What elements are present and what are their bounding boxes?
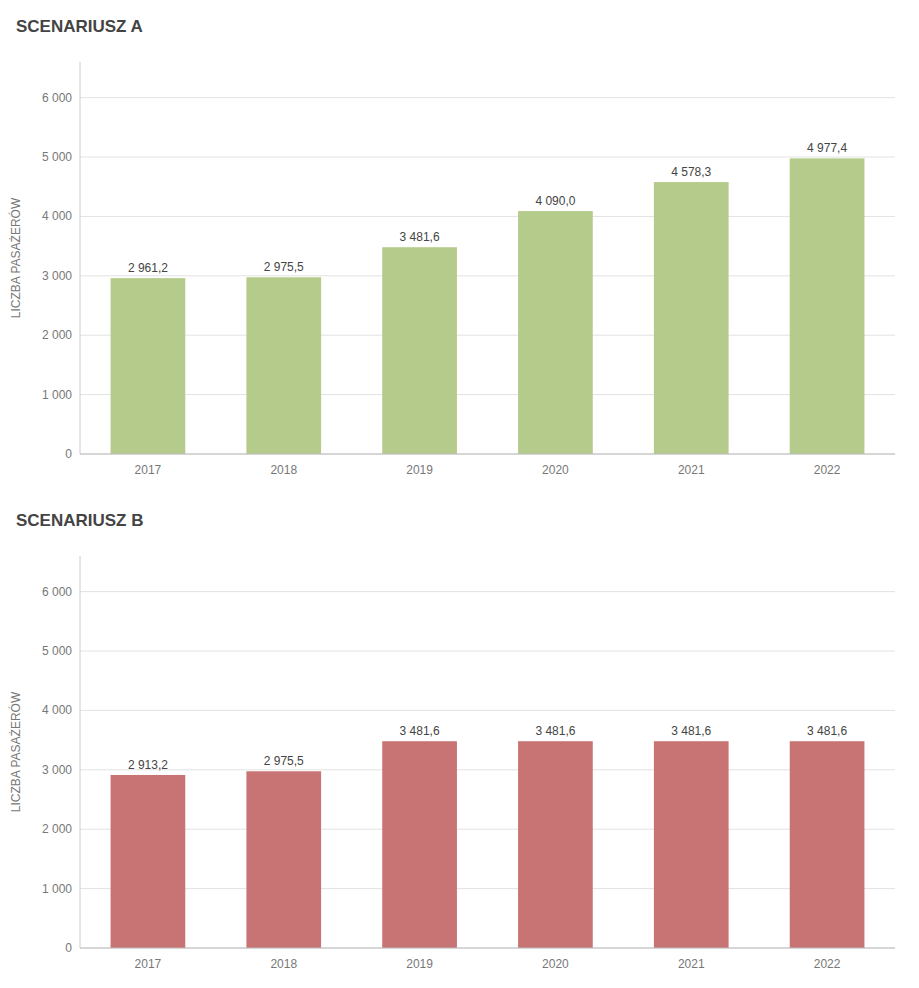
y-axis-label: LICZBA PASAŻERÓW [8,197,23,318]
y-tick-label: 5 000 [42,644,72,658]
grid-line [80,335,895,336]
data-label: 4 977,4 [807,141,847,155]
grid-line [80,888,895,889]
grid-line [80,769,895,770]
bar [790,741,865,948]
bar [382,247,457,454]
x-tick-label: 2020 [542,957,569,971]
y-axis-line [80,62,81,454]
bar [111,278,186,454]
y-tick-label: 2 000 [42,822,72,836]
data-label: 3 481,6 [671,724,711,738]
x-tick-label: 2020 [542,463,569,477]
x-tick-label: 2017 [135,463,162,477]
bar [111,775,186,948]
chart: SCENARIUSZ B 0 1 000 2 000 3 000 4 000 5 000 6 … [8,511,895,971]
bar [246,277,321,454]
data-label: 4 578,3 [671,165,711,179]
y-axis-line [80,556,81,948]
data-label: 3 481,6 [535,724,575,738]
x-tick-label: 2018 [270,957,297,971]
x-axis-line [80,948,895,949]
chart: SCENARIUSZ A 0 1 000 2 000 3 000 4 000 5 000 6 … [8,17,895,477]
x-tick-label: 2018 [270,463,297,477]
y-tick-label: 4 000 [42,209,72,223]
bar [246,771,321,948]
figure: SCENARIUSZ A 0 1 000 2 000 3 000 4 000 5 000 6 … [0,0,919,988]
grid-line [80,710,895,711]
y-tick-label: 0 [65,447,72,461]
grid-line [80,394,895,395]
grid-line [80,275,895,276]
grid-line [80,651,895,652]
bars [111,741,865,948]
data-label: 3 481,6 [400,724,440,738]
grid-line [80,97,895,98]
y-tick-label: 4 000 [42,703,72,717]
labels: 2 913,2 2 975,5 3 481,6 3 481,6 3 481,6 3 481… [128,724,848,772]
bar [654,741,729,948]
y-tick-label: 0 [65,941,72,955]
data-label: 4 090,0 [535,194,575,208]
bars [111,158,865,454]
x-tick-label: 2021 [678,957,705,971]
y-tick-label: 1 000 [42,388,72,402]
data-label: 2 975,5 [264,260,304,274]
data-label: 2 913,2 [128,758,168,772]
data-label: 2 975,5 [264,754,304,768]
data-label: 2 961,2 [128,261,168,275]
x-tick-label: 2022 [814,957,841,971]
y-tick-label: 2 000 [42,328,72,342]
x-tick-label: 2019 [406,463,433,477]
chart-title: SCENARIUSZ B [16,511,144,530]
y-tick-label: 6 000 [42,91,72,105]
y-tick-label: 5 000 [42,150,72,164]
grid-line [80,454,895,455]
labels: 2 961,2 2 975,5 3 481,6 4 090,0 4 578,3 4 977… [128,141,848,275]
grid-line [80,591,895,592]
grid-line [80,829,895,830]
page: SCENARIUSZ A 0 1 000 2 000 3 000 4 000 5 000 6 … [0,0,919,988]
y-tick-label: 1 000 [42,882,72,896]
x-tick-label: 2021 [678,463,705,477]
bar [654,182,729,454]
x-axis-line [80,454,895,455]
y-tick-label: 3 000 [42,269,72,283]
bar [790,158,865,454]
chart-title: SCENARIUSZ A [16,17,143,36]
bar [518,741,593,948]
x-tick-label: 2017 [135,957,162,971]
data-label: 3 481,6 [400,230,440,244]
grid-line [80,216,895,217]
y-tick-label: 3 000 [42,763,72,777]
bar [382,741,457,948]
x-tick-label: 2019 [406,957,433,971]
x-tick-label: 2022 [814,463,841,477]
grid-line [80,157,895,158]
bar [518,211,593,454]
data-label: 3 481,6 [807,724,847,738]
grid-line [80,948,895,949]
y-tick-label: 6 000 [42,585,72,599]
y-axis-label: LICZBA PASAŻERÓW [8,691,23,812]
